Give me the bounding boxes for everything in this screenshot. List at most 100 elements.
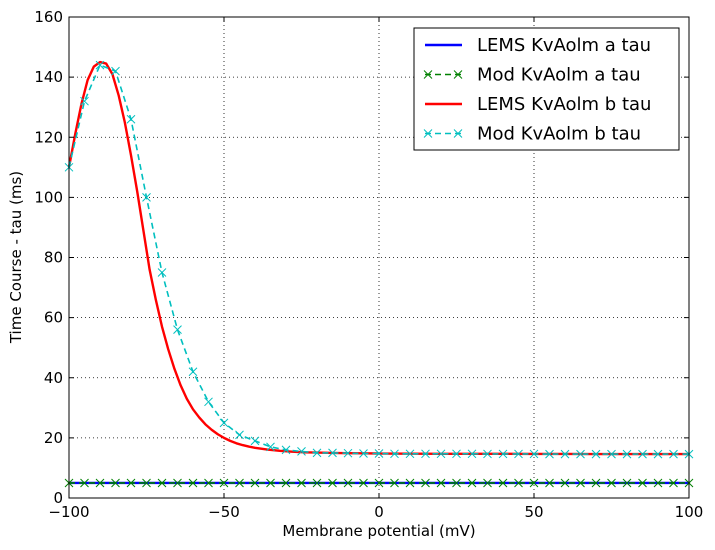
data-point — [235, 430, 244, 440]
data-point — [312, 478, 322, 488]
data-point — [452, 478, 461, 488]
data-point — [423, 129, 433, 138]
data-point — [390, 449, 399, 459]
data-point — [498, 478, 508, 488]
data-point — [142, 193, 151, 202]
data-point — [467, 449, 477, 459]
legend-box — [413, 27, 680, 151]
data-point — [266, 442, 275, 452]
data-point — [483, 478, 492, 488]
data-point — [591, 449, 601, 459]
x-tick-label: 50 — [524, 503, 543, 521]
data-point — [204, 478, 213, 488]
data-point — [622, 449, 632, 459]
data-point — [374, 449, 384, 458]
data-point — [111, 478, 120, 488]
data-point — [436, 478, 446, 488]
data-point — [545, 449, 554, 459]
data-point — [560, 478, 570, 488]
data-point — [250, 436, 260, 446]
data-point — [514, 449, 523, 459]
y-tick-label: 160 — [34, 8, 63, 26]
data-point — [622, 478, 632, 488]
data-point — [405, 478, 415, 488]
data-point — [436, 449, 446, 459]
data-point — [343, 478, 353, 488]
x-tick-label: 100 — [675, 503, 704, 521]
x-tick-label: −50 — [208, 503, 240, 521]
y-tick-label: 40 — [44, 369, 63, 387]
series-2 — [64, 478, 694, 488]
y-tick-label: 20 — [44, 429, 63, 447]
data-point — [560, 449, 570, 459]
data-point — [638, 478, 647, 488]
data-point — [359, 449, 368, 458]
data-point — [126, 114, 136, 124]
legend-label: Mod KvAolm a tau — [477, 65, 641, 86]
legend-entry: LEMS KvAolm a tau — [425, 35, 651, 56]
data-point — [453, 129, 463, 138]
legend-label: LEMS KvAolm a tau — [477, 35, 651, 56]
data-point — [545, 478, 554, 488]
x-tick-label: −100 — [48, 503, 89, 521]
data-point — [421, 449, 430, 459]
data-point — [281, 445, 291, 455]
data-point — [576, 478, 585, 488]
data-point — [188, 367, 198, 377]
data-point — [157, 268, 167, 277]
data-point — [328, 448, 337, 458]
data-point — [423, 70, 433, 79]
y-tick-label: 60 — [44, 309, 63, 327]
data-point — [297, 478, 306, 488]
data-point — [374, 478, 384, 488]
legend: LEMS KvAolm a tau Mod KvAolm a tau LEMS Kv… — [413, 27, 680, 151]
data-point — [343, 448, 353, 458]
data-point — [142, 478, 151, 488]
data-point — [653, 449, 663, 459]
y-tick-label: 100 — [34, 188, 63, 206]
data-point — [607, 478, 616, 488]
data-point — [297, 447, 306, 456]
series-line — [68, 64, 689, 455]
data-point — [467, 478, 477, 488]
y-tick-label: 80 — [44, 249, 63, 267]
data-point — [591, 478, 601, 488]
data-point — [514, 478, 523, 488]
data-point — [95, 60, 105, 70]
data-point — [126, 478, 136, 488]
data-point — [266, 478, 275, 488]
data-point — [80, 478, 89, 488]
series-4 — [64, 60, 694, 459]
legend-entry: Mod KvAolm a tau — [423, 65, 641, 86]
y-tick-label: 0 — [53, 489, 63, 507]
legend-entry: Mod KvAolm b tau — [423, 124, 641, 145]
data-point — [638, 449, 647, 459]
data-point — [95, 478, 105, 488]
data-point — [204, 397, 213, 407]
data-point — [188, 478, 198, 488]
data-point — [235, 478, 244, 488]
x-axis-label: Membrane potential (mV) — [282, 522, 475, 540]
data-point — [576, 449, 585, 459]
data-point — [669, 478, 678, 488]
x-tick-label: 0 — [374, 503, 384, 521]
legend-label: LEMS KvAolm b tau — [477, 94, 651, 115]
data-point — [405, 449, 415, 459]
data-point — [669, 449, 678, 459]
data-point — [157, 478, 167, 488]
data-point — [80, 96, 89, 106]
data-point — [359, 478, 368, 488]
legend-entry: LEMS KvAolm b tau — [425, 94, 651, 115]
data-point — [453, 70, 463, 79]
y-tick-label: 140 — [34, 68, 63, 86]
y-axis-label: Time Course - tau (ms) — [7, 171, 25, 344]
axis-ticks: −100 −50 0 50 100 0 20 40 60 80 100 120 140 160 — [34, 8, 703, 521]
y-tick-label: 120 — [34, 128, 63, 146]
data-point — [219, 418, 229, 428]
data-point — [328, 478, 337, 488]
data-point — [529, 478, 539, 488]
data-point — [653, 478, 663, 488]
data-point — [607, 449, 616, 459]
data-point — [529, 449, 539, 459]
